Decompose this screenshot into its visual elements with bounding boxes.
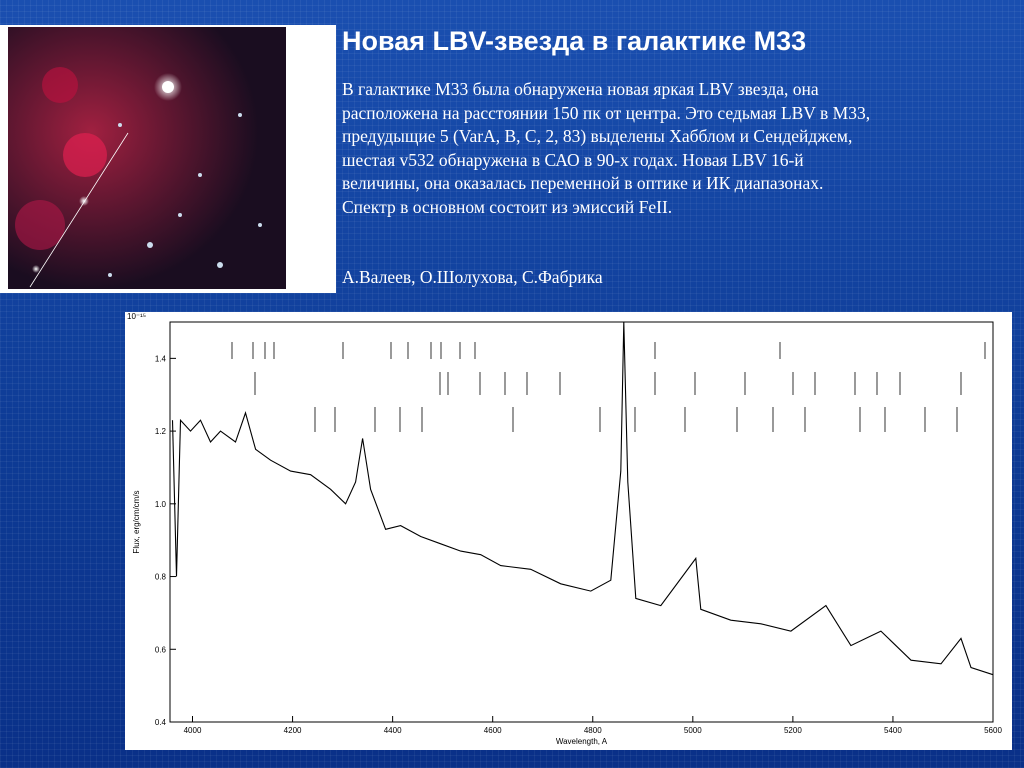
plot-frame [169,321,994,723]
x-tick-label: 4200 [284,726,302,735]
x-tick-label: 5000 [684,726,702,735]
y-tick-label: 1.4 [155,354,167,363]
x-tick-label: 5400 [884,726,902,735]
slide-title: Новая LBV-звезда в галактике М33 [342,26,807,56]
paragraph-line: предудыщие 5 (VarA, B, C, 2, 83) выделен… [342,126,853,146]
authors: А.Валеев, О.Шолухова, С.Фабрика [342,267,603,287]
spectrum-line [171,321,994,676]
paragraph: В галактике М33 была обнаружена новая яр… [342,78,870,219]
spectrum-chart: 4000 4200 4400 4600 4800 5000 5200 5400 5600 0.4 0… [125,312,1012,750]
paragraph-line: В галактике М33 была обнаружена новая яр… [342,79,819,99]
y-tick-label: 1.0 [155,500,167,509]
scale-label: 10⁻¹⁵ [127,312,146,321]
y-tick-label: 0.4 [155,718,167,727]
paragraph-line: Спектр в основном состоит из эмиссий FeI… [342,196,673,217]
line-identifications [231,342,986,432]
star-field-image [0,25,336,293]
y-tick-label: 1.2 [155,427,167,436]
paragraph-line: шестая v532 обнаружена в САО в 90-х года… [342,149,804,170]
paragraph-line: расположена на расстоянии 150 пк от цент… [342,102,871,123]
x-tick-label: 4600 [484,726,502,735]
x-axis-label: Wavelength, A [556,737,608,746]
y-axis-label: Flux, erg/cm/cm/s [132,490,141,553]
paragraph-line: величины, она оказалась переменной в опт… [342,173,824,193]
x-tick-label: 4400 [384,726,402,735]
y-tick-label: 0.8 [155,573,167,582]
x-tick-label: 5600 [984,726,1002,735]
x-tick-label: 4800 [584,726,602,735]
x-tick-label: 4000 [184,726,202,735]
y-tick-label: 0.6 [155,645,167,654]
x-tick-label: 5200 [784,726,802,735]
